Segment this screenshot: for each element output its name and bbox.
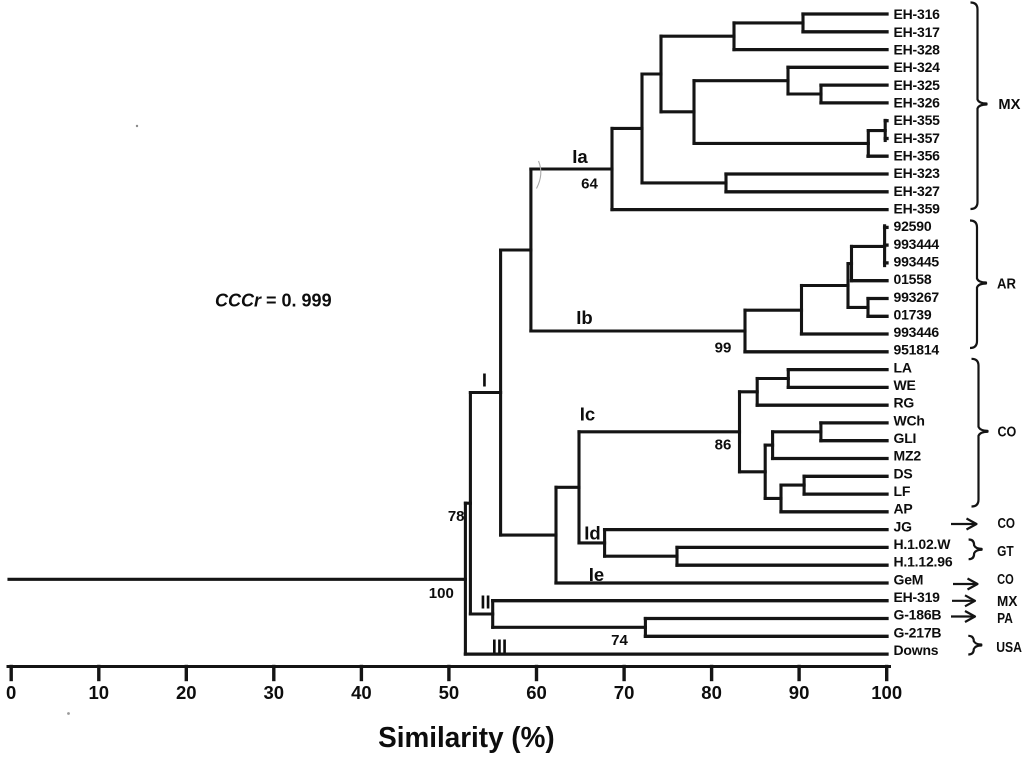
svg-text:90: 90: [789, 682, 810, 703]
svg-text:Similarity (%): Similarity (%): [378, 722, 555, 754]
svg-text:0: 0: [6, 682, 16, 703]
svg-text:20: 20: [176, 682, 197, 703]
svg-text:50: 50: [439, 682, 460, 703]
svg-text:AP: AP: [894, 501, 913, 517]
svg-text:64: 64: [581, 176, 598, 193]
svg-text:60: 60: [526, 682, 547, 703]
svg-text:30: 30: [264, 682, 285, 703]
svg-text:WCh: WCh: [894, 412, 925, 428]
svg-text:WE: WE: [894, 377, 916, 393]
svg-text:EH-326: EH-326: [894, 95, 941, 111]
svg-text:III: III: [492, 635, 507, 656]
svg-text:CO: CO: [997, 516, 1015, 532]
svg-text:Ia: Ia: [572, 146, 588, 167]
svg-text:H.1.12.96: H.1.12.96: [894, 554, 953, 570]
svg-text:40: 40: [351, 682, 372, 703]
svg-text:EH-356: EH-356: [894, 148, 941, 164]
svg-text:01739: 01739: [894, 306, 932, 322]
svg-text:951814: 951814: [894, 342, 940, 358]
svg-text:EH-323: EH-323: [894, 165, 941, 181]
svg-text:100: 100: [871, 682, 902, 703]
svg-text:EH-319: EH-319: [894, 589, 941, 605]
svg-text:GeM: GeM: [894, 571, 924, 587]
svg-text:86: 86: [715, 436, 732, 453]
svg-text:01558: 01558: [894, 271, 932, 287]
svg-text:EH-324: EH-324: [894, 59, 941, 75]
svg-text:AR: AR: [997, 277, 1016, 293]
svg-text:CCCr = 0. 999: CCCr = 0. 999: [215, 291, 332, 311]
svg-text:100: 100: [429, 585, 454, 602]
svg-text:G-186B: G-186B: [894, 607, 942, 623]
svg-text:EH-355: EH-355: [894, 112, 941, 128]
svg-text:EH-359: EH-359: [894, 201, 941, 217]
svg-text:993444: 993444: [894, 236, 940, 252]
svg-text:Ie: Ie: [589, 564, 604, 585]
svg-text:II: II: [480, 592, 490, 613]
svg-text:MZ2: MZ2: [894, 448, 922, 464]
svg-text:DS: DS: [894, 465, 913, 481]
svg-text:JG: JG: [894, 518, 913, 534]
svg-text:MX: MX: [997, 594, 1018, 610]
svg-text:EH-357: EH-357: [894, 130, 941, 146]
svg-text:PA: PA: [997, 611, 1013, 627]
svg-text:70: 70: [614, 682, 635, 703]
svg-text:CO: CO: [998, 425, 1017, 441]
svg-text:G-217B: G-217B: [894, 624, 942, 640]
svg-text:78: 78: [448, 508, 465, 525]
svg-text:CO: CO: [997, 572, 1014, 588]
svg-text:993267: 993267: [894, 289, 940, 305]
svg-text:I: I: [482, 369, 487, 390]
svg-text:EH-325: EH-325: [894, 77, 941, 93]
svg-text:99: 99: [715, 340, 732, 357]
svg-text:10: 10: [89, 682, 110, 703]
svg-text:Ib: Ib: [576, 307, 592, 328]
svg-text:H.1.02.W: H.1.02.W: [894, 536, 952, 552]
svg-text:Id: Id: [584, 522, 600, 543]
svg-text:EH-316: EH-316: [894, 6, 941, 22]
svg-text:EH-328: EH-328: [894, 42, 941, 58]
svg-text:GT: GT: [997, 544, 1014, 560]
svg-text:USA: USA: [996, 640, 1022, 656]
svg-text:MX: MX: [998, 97, 1020, 113]
svg-text:LF: LF: [894, 483, 911, 499]
svg-text:74: 74: [611, 632, 628, 649]
svg-text:LA: LA: [894, 359, 912, 375]
svg-text:EH-327: EH-327: [894, 183, 941, 199]
svg-text:993445: 993445: [894, 253, 940, 269]
svg-text:Ic: Ic: [580, 404, 595, 425]
svg-text:GLI: GLI: [894, 430, 917, 446]
svg-text:RG: RG: [894, 395, 915, 411]
svg-text:EH-317: EH-317: [894, 24, 941, 40]
svg-text:80: 80: [701, 682, 722, 703]
svg-text:993446: 993446: [894, 324, 940, 340]
svg-text:Downs: Downs: [894, 642, 939, 658]
svg-text:92590: 92590: [894, 218, 932, 234]
